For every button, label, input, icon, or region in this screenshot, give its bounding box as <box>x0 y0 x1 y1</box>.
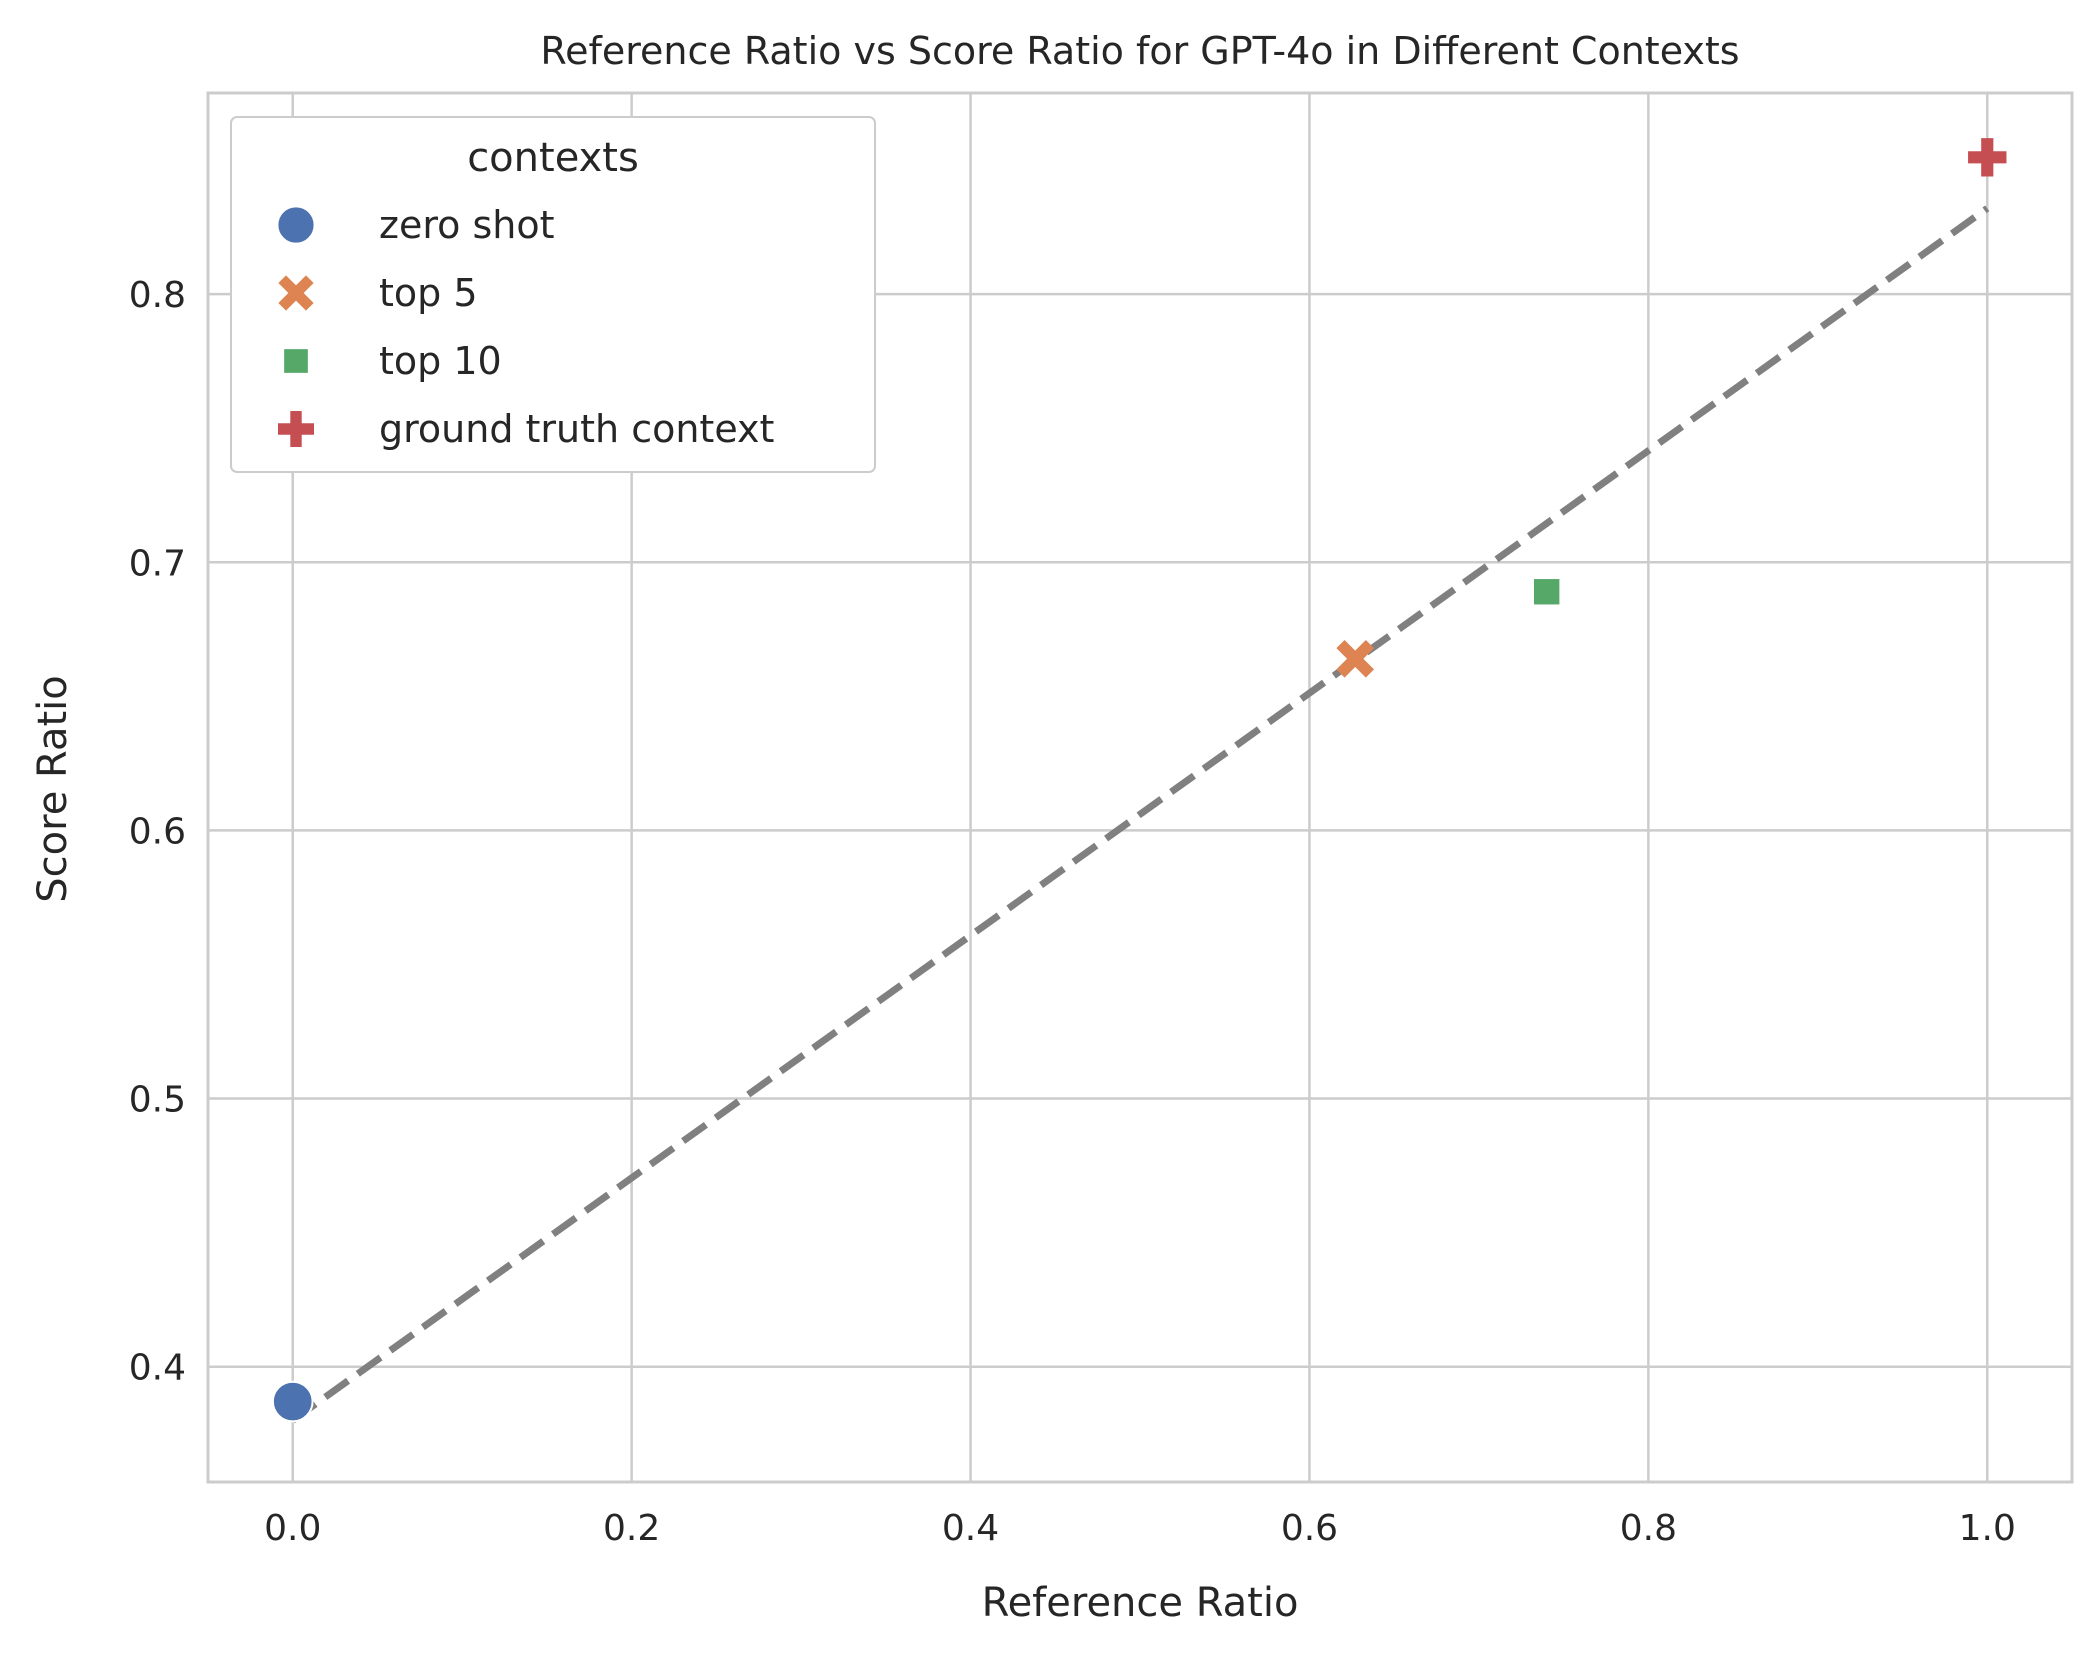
point-zero-shot <box>271 1380 314 1423</box>
point-top-10 <box>1532 577 1561 606</box>
trendline-layer <box>290 205 1990 1424</box>
y-tick-label: 0.8 <box>129 275 186 316</box>
plot-frame <box>206 91 2074 1484</box>
x-tick-label: 0.4 <box>942 1508 999 1549</box>
y-axis-label: Score Ratio <box>30 675 76 902</box>
x-tick-label: 0.6 <box>1281 1508 1338 1549</box>
x-tick-labels: 0.0 0.2 0.4 0.6 0.8 1.0 <box>264 1508 2016 1549</box>
x-tick-label: 0.0 <box>264 1508 321 1549</box>
x-tick-label: 0.2 <box>603 1508 660 1549</box>
legend-label: zero shot <box>379 203 554 247</box>
legend-marker-zero-shot <box>276 205 316 245</box>
x-tick-label: 1.0 <box>1959 1508 2016 1549</box>
x-axis-label: Reference Ratio <box>982 1580 1299 1626</box>
y-tick-label: 0.6 <box>129 811 186 852</box>
x-tick-label: 0.8 <box>1620 1508 1677 1549</box>
chart-title: Reference Ratio vs Score Ratio for GPT-4… <box>540 29 1739 73</box>
point-ground-truth-context <box>1968 138 2007 177</box>
y-tick-label: 0.5 <box>129 1080 186 1121</box>
y-tick-label: 0.4 <box>129 1348 186 1389</box>
y-tick-labels: 0.4 0.5 0.6 0.7 0.8 <box>129 275 186 1389</box>
legend-marker-top-5 <box>278 275 314 311</box>
y-tick-label: 0.7 <box>129 543 186 584</box>
legend-frame <box>230 116 876 473</box>
legend: contexts zero shot top 5 top 10 ground trut… <box>230 116 876 473</box>
legend-marker-ground-truth-context <box>278 411 314 447</box>
legend-title: contexts <box>467 135 639 181</box>
legend-items: zero shot top 5 top 10 ground truth context <box>276 203 774 451</box>
legend-label: top 10 <box>379 339 502 383</box>
trend-line <box>290 205 1990 1424</box>
legend-label: ground truth context <box>379 407 774 451</box>
point-top-5 <box>1336 639 1375 678</box>
legend-marker-top-10 <box>282 347 310 375</box>
data-points <box>271 138 2007 1423</box>
legend-label: top 5 <box>379 271 478 315</box>
